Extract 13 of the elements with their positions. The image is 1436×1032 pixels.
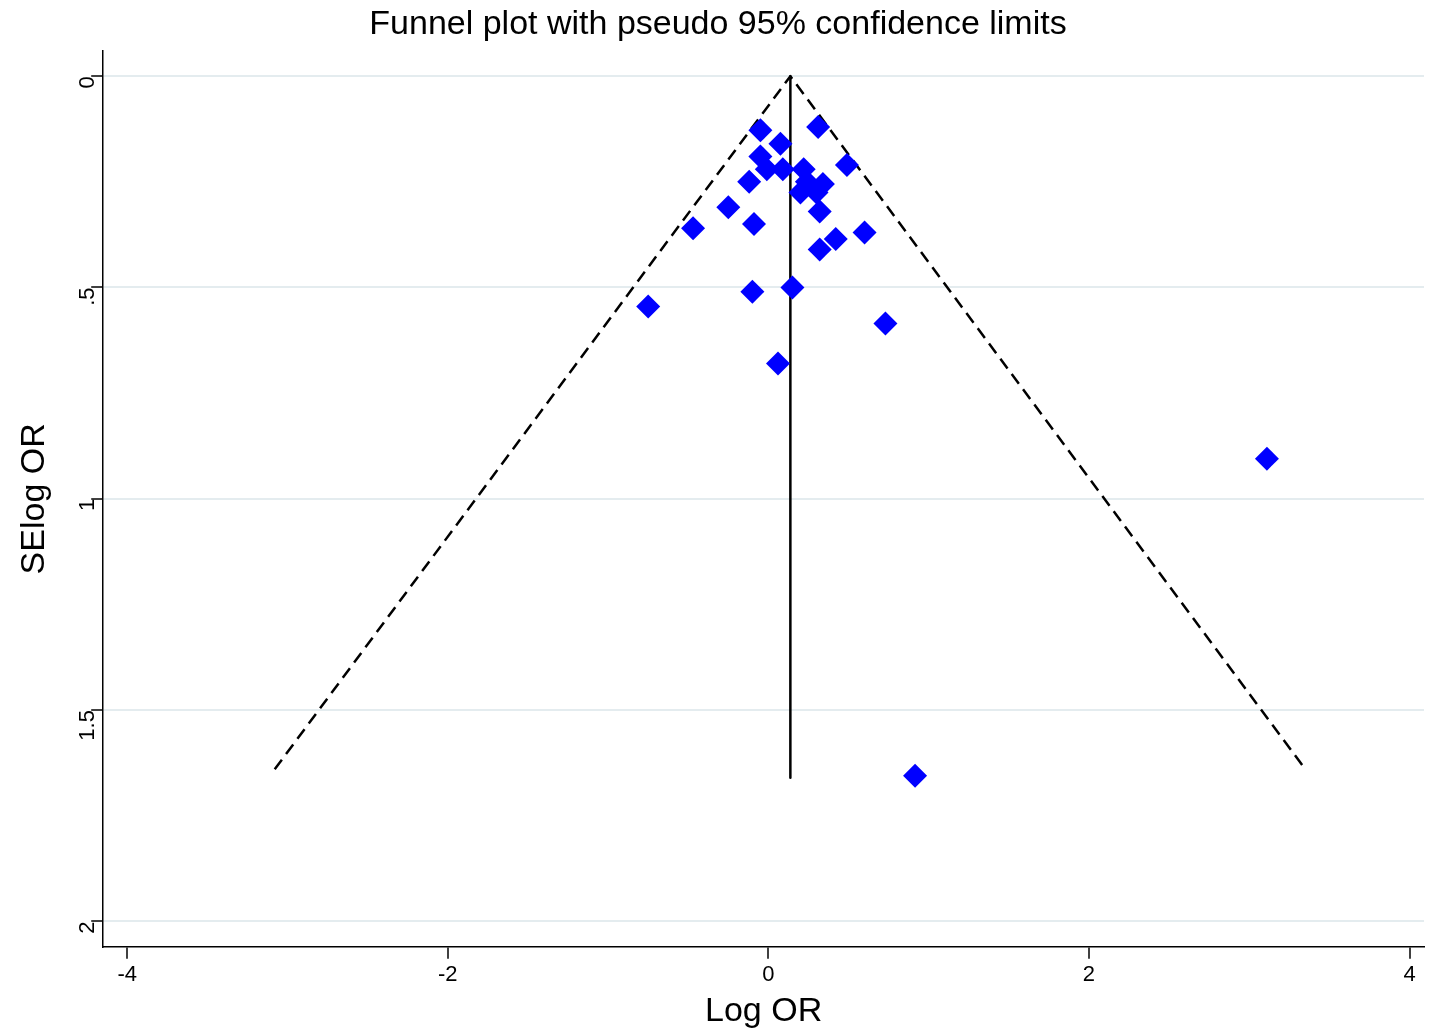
y-tick-label: .5	[74, 287, 100, 306]
y-tick-label: 0	[74, 76, 100, 89]
x-tick-label: -4	[117, 961, 138, 987]
chart-title: Funnel plot with pseudo 95% confidence limits	[369, 2, 1067, 41]
x-tick-label: -2	[438, 961, 458, 987]
x-tick-label: 2	[1082, 961, 1096, 987]
y-axis-title: SElog OR	[12, 423, 51, 575]
x-tick-label: 0	[762, 961, 775, 987]
y-tick-label: 2	[74, 921, 100, 934]
x-tick-label: 4	[1403, 961, 1416, 987]
y-tick-label: 1	[74, 498, 100, 512]
y-tick-label: 1.5	[74, 710, 100, 741]
x-axis-title: Log OR	[705, 989, 823, 1028]
